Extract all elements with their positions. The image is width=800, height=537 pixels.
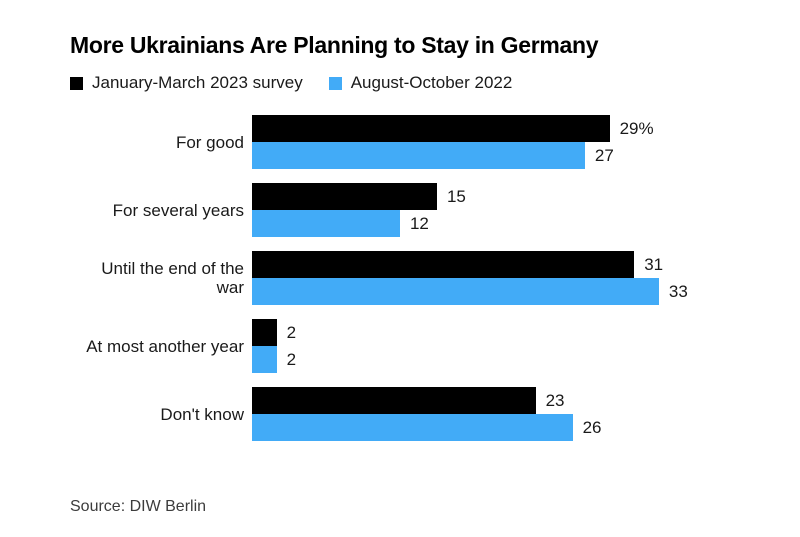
- bar-aug-oct-2022: [252, 278, 659, 306]
- category-label: Until the end of the war: [101, 258, 244, 298]
- bar-value-label: 29%: [619, 118, 654, 138]
- bar-value-label: 2: [286, 349, 297, 369]
- bar-line: 12: [252, 210, 770, 238]
- bar-line: 2: [252, 346, 770, 374]
- bar-group: 23 26: [252, 387, 770, 442]
- bar-line: 23: [252, 387, 770, 415]
- bar-jan-march-2023: [252, 115, 610, 143]
- bar-value-label: 2: [286, 322, 297, 342]
- category-label: For several years: [112, 200, 244, 220]
- bar-value-label: 31: [644, 254, 664, 274]
- chart-row: Don't know 23 26: [70, 387, 770, 442]
- bar-jan-march-2023: [252, 183, 437, 211]
- bar-group: 15 12: [252, 183, 770, 238]
- legend-label: August-October 2022: [350, 73, 513, 93]
- bar-group: 31 33: [252, 251, 770, 306]
- legend: January-March 2023 survey August-October…: [70, 73, 770, 93]
- bar-line: 26: [252, 414, 770, 442]
- bar-value-label: 12: [409, 213, 429, 233]
- bar-value-label: 33: [668, 281, 688, 301]
- source-note: Source: DIW Berlin: [70, 498, 207, 516]
- bar-value-label: 15: [446, 186, 466, 206]
- chart-row: Until the end of the war 31 33: [70, 251, 770, 306]
- category-label: For good: [175, 132, 244, 152]
- chart-row: At most another year 2 2: [70, 319, 770, 374]
- bar-aug-oct-2022: [252, 142, 585, 170]
- bar-aug-oct-2022: [252, 346, 277, 374]
- bar-value-label: 23: [545, 390, 565, 410]
- bar-aug-oct-2022: [252, 210, 400, 238]
- bar-line: 2: [252, 319, 770, 347]
- bar-value-label: 26: [582, 417, 602, 437]
- legend-swatch-blue-icon: [328, 76, 342, 90]
- legend-item-jan-march-2023: January-March 2023 survey: [70, 73, 303, 93]
- bar-jan-march-2023: [252, 387, 536, 415]
- bar-line: 31: [252, 251, 770, 279]
- bar-chart: For good 29% 27 For several years 15 12 Until …: [70, 115, 770, 442]
- category-label: At most another year: [86, 336, 244, 356]
- bar-aug-oct-2022: [252, 414, 573, 442]
- bar-jan-march-2023: [252, 319, 277, 347]
- bar-line: 27: [252, 142, 770, 170]
- legend-item-aug-oct-2022: August-October 2022: [328, 73, 513, 93]
- bar-line: 29%: [252, 115, 770, 143]
- legend-swatch-black-icon: [70, 76, 83, 90]
- bar-line: 33: [252, 278, 770, 306]
- bar-jan-march-2023: [252, 251, 635, 279]
- legend-label: January-March 2023 survey: [92, 73, 303, 93]
- bar-group: 29% 27: [252, 115, 770, 170]
- bar-line: 15: [252, 183, 770, 211]
- category-label: Don't know: [160, 404, 244, 424]
- bar-value-label: 27: [594, 145, 614, 165]
- chart-row: For several years 15 12: [70, 183, 770, 238]
- chart-title: More Ukrainians Are Planning to Stay in …: [70, 32, 599, 58]
- chart-row: For good 29% 27: [70, 115, 770, 170]
